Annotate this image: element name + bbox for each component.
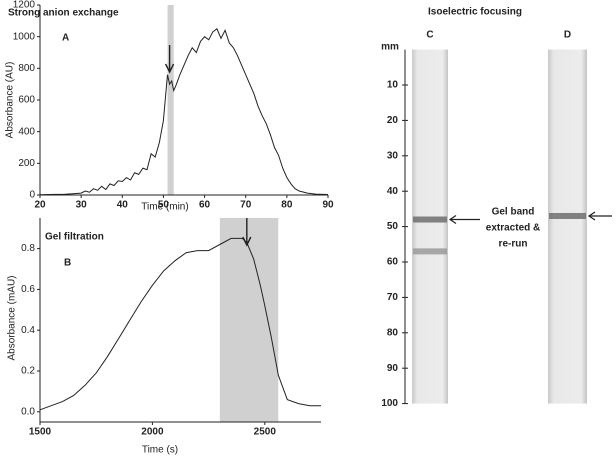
y-tick-label: 0.8: [21, 243, 35, 254]
annotation: Gel band: [492, 207, 535, 218]
y-tick-label: 200: [18, 158, 35, 169]
y-tick-label: 0.0: [21, 406, 35, 417]
x-tick-label: 70: [240, 200, 252, 211]
y-tick-label: 0.2: [21, 366, 35, 377]
x-tick-label: 80: [281, 200, 293, 211]
lane-label: D: [564, 30, 571, 41]
y-tick-label: 1200: [13, 0, 36, 11]
gel-lane: [412, 49, 448, 404]
y-axis-label: Absorbance (mAU): [7, 275, 18, 360]
x-tick-label: 1500: [29, 427, 52, 438]
scale-tick-label: 70: [387, 292, 399, 303]
x-tick-label: 60: [199, 200, 211, 211]
scale-tick-label: 90: [387, 363, 399, 374]
panel-label: A: [62, 33, 69, 44]
data-line: [39, 237, 321, 411]
gel-title: Isoelectric focusing: [428, 7, 522, 18]
scale-tick-label: 100: [381, 398, 398, 409]
gel-lane: [548, 49, 587, 404]
scale-tick-label: 30: [387, 150, 399, 161]
band-arrow: [587, 211, 612, 221]
x-tick-label: 50: [158, 200, 170, 211]
chart-title: Strong anion exchange: [8, 8, 119, 19]
x-tick-label: 30: [76, 200, 88, 211]
y-tick-label: 0: [29, 190, 35, 201]
x-tick-label: 40: [117, 200, 129, 211]
x-tick-label: 20: [34, 200, 46, 211]
y-tick-label: 800: [18, 63, 35, 74]
scale-unit: mm: [381, 42, 399, 53]
y-tick-label: 600: [18, 95, 35, 106]
scale-tick-label: 40: [387, 186, 399, 197]
arrow: [242, 218, 252, 247]
y-tick-label: 0.4: [21, 325, 35, 336]
scale-tick-label: 80: [387, 327, 399, 338]
data-line: [39, 28, 329, 196]
gel-band: [413, 248, 447, 255]
scale-tick-label: 20: [387, 115, 399, 126]
scale-tick-label: 60: [387, 257, 399, 268]
x-tick-label: 2500: [254, 427, 277, 438]
x-axis-label: Time (s): [142, 445, 178, 456]
x-tick-label: 2000: [141, 427, 164, 438]
annotation: re-run: [499, 239, 528, 250]
x-axis-label: Time (min): [141, 202, 188, 213]
highlight-band: [167, 5, 174, 195]
y-tick-label: 1000: [13, 31, 36, 42]
scale-tick-label: 10: [387, 80, 399, 91]
lane-label: C: [426, 30, 433, 41]
chart-title: Gel filtration: [45, 232, 104, 243]
highlight-band: [219, 218, 279, 422]
annotation: extracted &: [486, 223, 540, 234]
arrow: [164, 45, 175, 74]
x-tick-label: 90: [322, 200, 334, 211]
y-axis-label: Absorbance (AU): [5, 62, 16, 139]
gel-band: [413, 216, 447, 223]
band-arrow: [448, 215, 480, 225]
scale-tick-label: 50: [387, 221, 399, 232]
y-tick-label: 400: [18, 126, 35, 137]
y-tick-label: 0.6: [21, 284, 35, 295]
gel-band: [549, 212, 586, 219]
panel-label: B: [64, 258, 71, 269]
